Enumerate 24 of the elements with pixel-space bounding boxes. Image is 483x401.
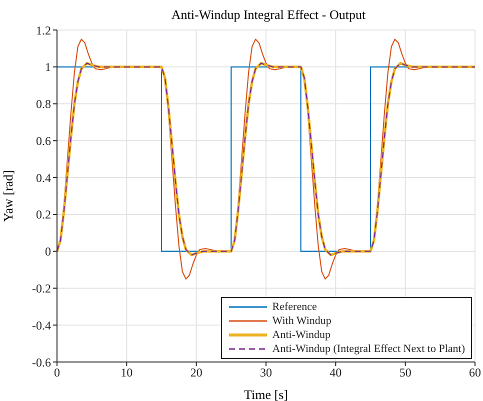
x-tick-label: 40	[330, 366, 342, 380]
legend-label: With Windup	[272, 314, 332, 328]
chart-title: Anti-Windup Integral Effect - Output	[170, 7, 367, 23]
y-tick-label: 0.2	[36, 208, 51, 222]
x-tick-label: 50	[399, 366, 412, 380]
x-tick-label: 30	[260, 366, 272, 380]
y-tick-label: -0.2	[32, 281, 51, 296]
y-tick-label: 0.4	[36, 170, 51, 185]
y-tick-label: -0.4	[32, 318, 51, 332]
legend-label: Anti-Windup	[272, 328, 330, 342]
legend-label: Anti-Windup (Integral Effect Next to Plant)	[272, 342, 465, 356]
x-tick-label: 10	[120, 366, 133, 380]
y-tick-label: 1	[45, 60, 51, 74]
x-tick-label: 20	[190, 366, 202, 380]
legend-label: Reference	[272, 300, 317, 314]
y-tick-label: -0.6	[32, 355, 51, 370]
x-tick-label: 60	[469, 366, 481, 380]
y-tick-label: 0.6	[36, 134, 51, 148]
y-tick-label: 1.2	[36, 23, 51, 38]
x-axis-title: Time [s]	[244, 387, 288, 401]
x-tick-label: 0	[54, 366, 60, 380]
y-tick-label: 0.8	[36, 97, 51, 112]
y-tick-label: 0	[45, 244, 51, 259]
y-axis-title: Yaw [rad]	[0, 170, 16, 222]
